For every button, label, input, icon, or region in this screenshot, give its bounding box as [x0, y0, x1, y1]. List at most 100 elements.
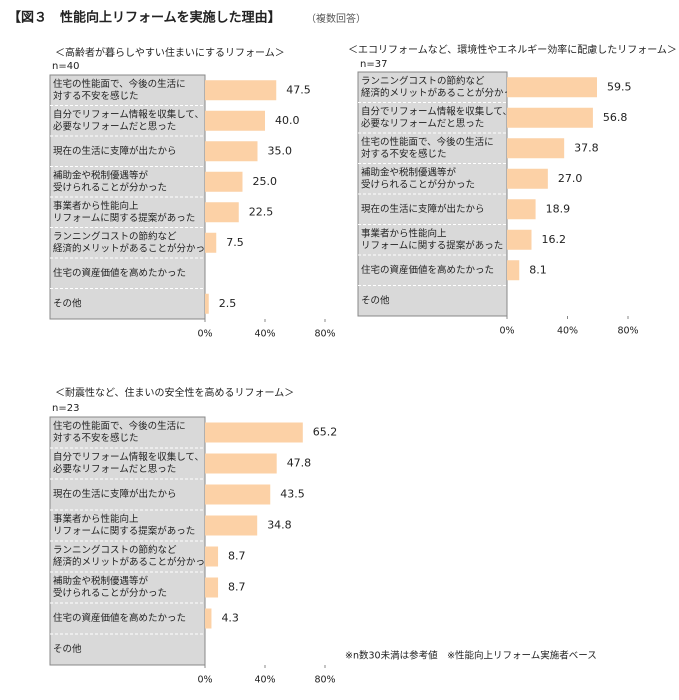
chart-title: ＜エコリフォームなど、環境性やエネルギー効率に配慮したリフォーム＞: [348, 43, 677, 56]
value-label: 22.5: [249, 205, 274, 218]
category-label: その他: [53, 643, 82, 655]
value-label: 47.5: [286, 83, 311, 96]
category-label: 必要なリフォームだと思った: [361, 117, 484, 129]
category-label: 必要なリフォームだと思った: [53, 120, 176, 132]
category-label: 住宅の資産価値を高めたかった: [53, 612, 186, 624]
bar: [507, 229, 532, 250]
bar: [205, 484, 271, 505]
category-label: 現在の生活に支障が出たから: [53, 488, 177, 500]
bar: [205, 80, 277, 101]
value-label: 8.7: [228, 581, 246, 594]
category-label: 事業者から性能向上: [53, 200, 139, 212]
x-tick-label: 80%: [617, 326, 638, 337]
chart-title: ＜耐震性など、住まいの安全性を高めるリフォーム＞: [55, 386, 294, 399]
category-label: 補助金や税制優遇等が: [361, 166, 457, 178]
sample-size: n=37: [360, 59, 387, 70]
category-label: 住宅の資産価値を高めたかった: [361, 264, 494, 276]
x-tick-label: 40%: [557, 326, 578, 337]
value-label: 37.8: [574, 141, 599, 154]
value-label: 16.2: [542, 233, 567, 246]
bar: [205, 577, 219, 598]
bar: [205, 202, 239, 223]
category-label: 現在の生活に支障が出たから: [53, 145, 177, 157]
category-label: 経済的メリットがあることが分かった: [53, 242, 215, 254]
value-label: 56.8: [603, 111, 628, 124]
sample-size: n=40: [52, 61, 79, 72]
x-tick-label: 40%: [254, 675, 275, 686]
category-label: リフォームに関する提案があった: [53, 525, 195, 537]
bar: [205, 546, 219, 567]
category-label: 住宅の性能面で、今後の生活に: [53, 420, 186, 432]
chart-title: ＜高齢者が暮らしやすい住まいにするリフォーム＞: [55, 46, 285, 59]
value-label: 25.0: [253, 175, 278, 188]
category-label: ランニングコストの節約など: [53, 230, 177, 242]
value-label: 47.8: [287, 457, 312, 470]
figure-subtitle: （複数回答）: [306, 12, 366, 25]
value-label: 35.0: [268, 144, 293, 157]
category-label: 自分でリフォーム情報を収集して、: [53, 108, 204, 120]
category-label: 必要なリフォームだと思った: [53, 463, 176, 475]
category-label: リフォームに関する提案があった: [53, 212, 195, 224]
value-label: 8.1: [529, 263, 547, 276]
footnote: ※n数30未満は参考値 ※性能向上リフォーム実施者ベース: [345, 650, 597, 662]
value-label: 27.0: [558, 172, 583, 185]
bar: [507, 77, 597, 98]
value-label: 59.5: [607, 80, 632, 93]
x-tick-label: 0%: [197, 675, 212, 686]
bar: [507, 199, 536, 220]
bar: [205, 232, 217, 253]
bar: [205, 608, 212, 629]
value-label: 34.8: [267, 519, 292, 532]
value-label: 8.7: [228, 550, 246, 563]
value-label: 65.2: [313, 426, 338, 439]
category-label: 自分でリフォーム情報を収集して、: [361, 105, 512, 117]
category-label: 受けられることが分かった: [361, 178, 475, 190]
category-label: 補助金や税制優遇等が: [53, 575, 149, 587]
category-label: リフォームに関する提案があった: [361, 239, 503, 251]
category-label: 経済的メリットがあることが分かった: [361, 87, 523, 99]
bar: [205, 171, 243, 192]
figure-title: 【図３ 性能向上リフォームを実施した理由】: [8, 10, 281, 26]
category-label: 対する不安を感じた: [361, 148, 447, 160]
value-label: 4.3: [221, 612, 239, 625]
value-label: 43.5: [280, 488, 305, 501]
bar: [507, 107, 593, 128]
category-label: 住宅の資産価値を高めたかった: [53, 267, 186, 279]
x-tick-label: 80%: [314, 329, 335, 340]
x-tick-label: 40%: [254, 329, 275, 340]
category-label: ランニングコストの節約など: [53, 544, 177, 556]
bar: [205, 110, 265, 131]
bar: [205, 453, 277, 474]
category-label: 対する不安を感じた: [53, 90, 139, 102]
value-label: 7.5: [226, 236, 244, 249]
bar: [507, 138, 565, 159]
category-label: 受けられることが分かった: [53, 587, 167, 599]
x-tick-label: 80%: [314, 675, 335, 686]
sample-size: n=23: [52, 403, 79, 414]
category-label: 受けられることが分かった: [53, 181, 167, 193]
category-label: 住宅の性能面で、今後の生活に: [53, 78, 186, 90]
label-box: [357, 71, 508, 317]
category-label: 自分でリフォーム情報を収集して、: [53, 451, 204, 463]
value-label: 2.5: [219, 297, 237, 310]
value-label: 18.9: [546, 202, 571, 215]
bar: [507, 260, 520, 281]
category-label: 住宅の性能面で、今後の生活に: [361, 136, 494, 148]
category-label: その他: [361, 294, 390, 306]
category-label: ランニングコストの節約など: [361, 75, 485, 87]
category-label: 補助金や税制優遇等が: [53, 169, 149, 181]
bar: [205, 422, 303, 443]
x-tick-label: 0%: [197, 329, 212, 340]
bar: [205, 141, 258, 162]
category-label: 事業者から性能向上: [53, 513, 139, 525]
x-tick-label: 0%: [499, 326, 514, 337]
category-label: 対する不安を感じた: [53, 432, 139, 444]
category-label: 経済的メリットがあることが分かった: [53, 556, 215, 568]
bar: [507, 168, 548, 189]
value-label: 40.0: [275, 114, 300, 127]
category-label: 事業者から性能向上: [361, 227, 447, 239]
bar: [205, 515, 258, 536]
bar: [205, 293, 209, 314]
category-label: 現在の生活に支障が出たから: [361, 203, 485, 215]
